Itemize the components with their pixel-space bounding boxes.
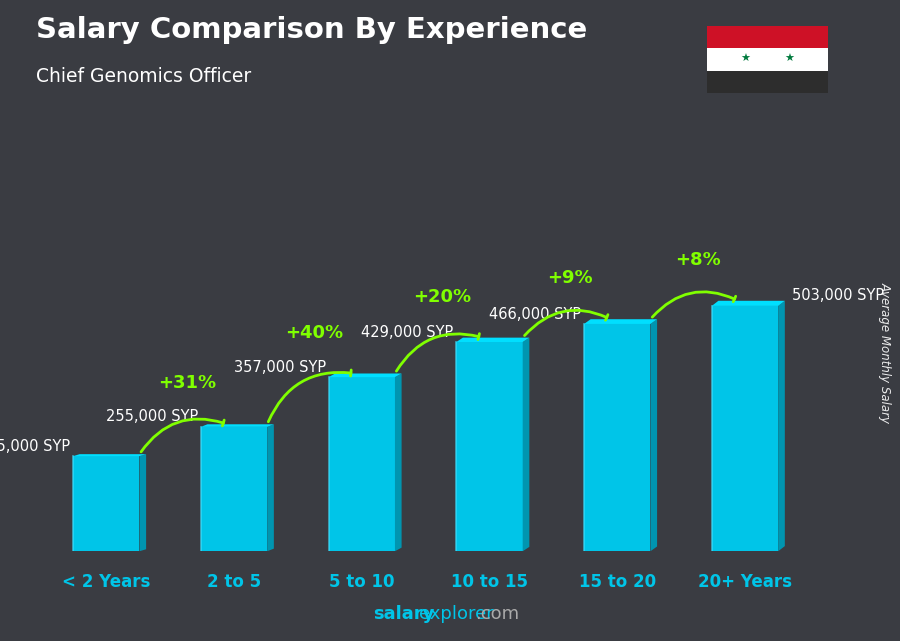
Bar	[201, 427, 267, 551]
Text: 466,000 SYP: 466,000 SYP	[490, 306, 581, 322]
Text: Chief Genomics Officer: Chief Genomics Officer	[36, 67, 251, 87]
Text: 503,000 SYP: 503,000 SYP	[793, 288, 885, 303]
Bar	[706, 26, 828, 48]
Text: 195,000 SYP: 195,000 SYP	[0, 438, 70, 454]
Text: 5 to 10: 5 to 10	[329, 573, 394, 591]
Text: +8%: +8%	[675, 251, 721, 269]
Bar	[328, 377, 395, 551]
Text: salary: salary	[374, 605, 435, 623]
Text: explorer: explorer	[419, 605, 494, 623]
Text: 10 to 15: 10 to 15	[451, 573, 528, 591]
Bar	[73, 456, 140, 551]
Bar	[706, 48, 828, 71]
Text: ★: ★	[785, 54, 795, 64]
Text: Salary Comparison By Experience: Salary Comparison By Experience	[36, 16, 587, 44]
Bar	[584, 324, 651, 551]
Text: 15 to 20: 15 to 20	[579, 573, 656, 591]
Polygon shape	[651, 319, 657, 551]
Polygon shape	[201, 424, 274, 427]
Polygon shape	[328, 374, 401, 377]
Bar	[712, 306, 778, 551]
Polygon shape	[140, 454, 146, 551]
Polygon shape	[267, 424, 274, 551]
Polygon shape	[395, 374, 401, 551]
Text: .com: .com	[475, 605, 519, 623]
Text: ★: ★	[740, 54, 750, 64]
Text: 2 to 5: 2 to 5	[207, 573, 261, 591]
Bar	[456, 342, 523, 551]
Polygon shape	[584, 319, 657, 324]
Text: +40%: +40%	[285, 324, 344, 342]
Text: 255,000 SYP: 255,000 SYP	[106, 410, 198, 424]
Text: 20+ Years: 20+ Years	[698, 573, 792, 591]
Polygon shape	[456, 338, 529, 342]
Polygon shape	[778, 301, 785, 551]
Text: +9%: +9%	[547, 269, 593, 287]
Bar	[706, 71, 828, 93]
Text: +31%: +31%	[158, 374, 216, 392]
Text: +20%: +20%	[413, 288, 472, 306]
Polygon shape	[73, 454, 146, 456]
Polygon shape	[523, 338, 529, 551]
Text: Average Monthly Salary: Average Monthly Salary	[878, 282, 891, 423]
Polygon shape	[712, 301, 785, 306]
Text: 429,000 SYP: 429,000 SYP	[362, 324, 454, 340]
Text: < 2 Years: < 2 Years	[62, 573, 150, 591]
Text: 357,000 SYP: 357,000 SYP	[234, 360, 326, 375]
